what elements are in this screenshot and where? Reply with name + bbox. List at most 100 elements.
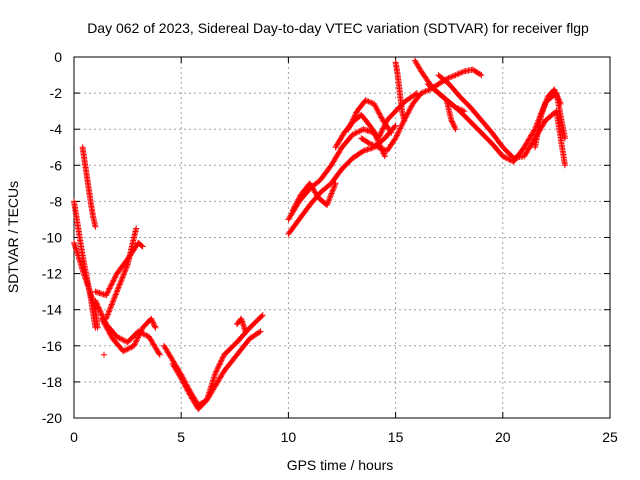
data-point	[133, 225, 140, 232]
data-point	[119, 336, 126, 343]
data-point	[452, 124, 458, 131]
data-point	[131, 342, 137, 349]
data-point	[124, 263, 130, 269]
data-point	[391, 123, 398, 130]
data-point	[120, 273, 127, 279]
series-track-23	[532, 86, 564, 151]
data-point	[452, 126, 459, 133]
data-point	[289, 207, 296, 214]
data-point	[137, 330, 143, 337]
data-point	[156, 351, 163, 358]
data-point	[104, 289, 111, 296]
data-point	[359, 148, 366, 155]
data-point	[398, 122, 405, 129]
data-point	[156, 350, 162, 357]
data-point	[459, 69, 466, 75]
data-point	[218, 357, 225, 364]
data-point	[394, 131, 401, 138]
y-tick-label: -2	[50, 85, 63, 101]
data-point	[123, 346, 129, 353]
data-point	[142, 331, 148, 338]
data-point	[366, 99, 373, 106]
data-point	[109, 280, 116, 287]
x-tick-label: 10	[281, 429, 297, 445]
data-point	[127, 344, 133, 351]
data-point	[399, 120, 406, 126]
data-point	[352, 112, 358, 119]
data-point	[365, 139, 372, 146]
data-point	[137, 328, 144, 335]
data-point	[122, 267, 129, 274]
data-point	[256, 329, 263, 336]
data-point	[219, 356, 226, 362]
data-point	[110, 277, 117, 284]
data-point	[120, 337, 127, 344]
data-point	[448, 117, 455, 124]
data-point	[133, 337, 140, 344]
data-point	[111, 294, 118, 301]
data-point	[151, 323, 158, 330]
y-tick-label: -6	[50, 157, 63, 173]
data-point	[148, 315, 155, 322]
data-point	[376, 144, 383, 151]
data-point	[121, 347, 128, 354]
data-point	[381, 153, 388, 160]
data-point	[104, 326, 111, 333]
data-point	[139, 243, 146, 250]
data-point	[217, 358, 224, 365]
data-point	[120, 348, 127, 355]
data-point	[355, 128, 362, 135]
data-point	[94, 324, 101, 331]
data-point	[446, 74, 453, 81]
data-point	[406, 106, 413, 113]
data-point	[422, 88, 429, 95]
series-track-7	[103, 225, 140, 322]
x-axis-label: GPS time / hours	[287, 457, 394, 473]
data-point	[366, 140, 373, 147]
data-point	[108, 301, 115, 308]
series-track-3	[79, 144, 99, 230]
data-point	[392, 135, 399, 142]
x-tick-label: 15	[388, 429, 404, 445]
data-point	[212, 369, 219, 376]
data-point	[99, 317, 106, 323]
series-track-2	[71, 239, 101, 331]
data-point	[112, 292, 119, 299]
data-point	[553, 92, 560, 99]
data-point	[505, 156, 512, 162]
data-point	[378, 129, 385, 136]
data-point	[397, 124, 404, 131]
data-point	[110, 297, 117, 304]
data-point	[405, 109, 412, 116]
data-point	[105, 286, 112, 293]
data-point	[109, 278, 116, 285]
data-point	[406, 107, 413, 114]
data-point	[407, 105, 414, 111]
data-point	[348, 119, 355, 126]
data-point	[290, 206, 297, 213]
data-point	[92, 297, 99, 304]
data-point	[111, 274, 118, 281]
series-track-21	[435, 72, 568, 169]
data-point	[291, 204, 298, 211]
data-point	[213, 367, 220, 374]
data-point	[395, 129, 402, 136]
data-point	[150, 319, 156, 326]
grid	[74, 57, 610, 418]
data-point	[105, 288, 112, 295]
y-tick-label: -16	[42, 338, 62, 354]
data-point	[107, 284, 114, 291]
data-point	[397, 125, 404, 132]
data-point	[401, 117, 408, 124]
data-point	[138, 327, 145, 334]
data-point	[396, 126, 403, 133]
data-point	[93, 300, 100, 307]
data-point	[352, 130, 359, 137]
data-point	[501, 154, 508, 160]
data-point	[115, 334, 122, 341]
series-track-22	[444, 99, 459, 133]
data-point	[509, 154, 516, 160]
data-point	[117, 335, 124, 342]
data-point	[133, 338, 139, 345]
data-point	[349, 131, 356, 138]
